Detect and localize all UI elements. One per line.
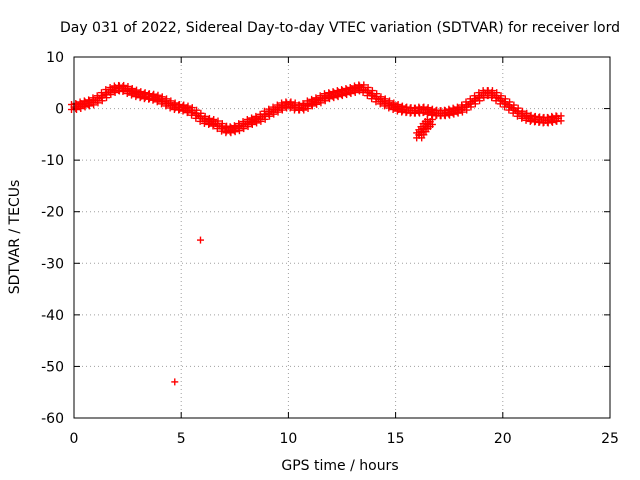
data-point [248, 114, 261, 127]
data-point [522, 111, 535, 124]
data-point [552, 112, 565, 125]
y-tick-label: 10 [46, 50, 64, 66]
data-point [389, 101, 402, 114]
data-point-outlier [196, 236, 204, 244]
x-tick-label: 20 [494, 431, 512, 447]
grid-lines [74, 57, 610, 418]
data-point [76, 98, 89, 111]
x-tick-label: 15 [387, 431, 405, 447]
x-tick-label: 25 [601, 431, 619, 447]
data-point [393, 102, 406, 115]
data-point [445, 105, 458, 118]
x-tick-label: 5 [177, 431, 186, 447]
x-tick-label: 0 [70, 431, 79, 447]
data-point-outlier [171, 378, 179, 386]
data-point [295, 101, 308, 114]
y-axis-label: SDTVAR / TECUs [7, 180, 23, 295]
chart-title: Day 031 of 2022, Sidereal Day-to-day VTE… [60, 20, 620, 36]
y-tick-label: -20 [41, 205, 64, 221]
y-tick-label: -60 [41, 411, 64, 427]
data-point [308, 95, 321, 108]
data-point [423, 115, 436, 128]
y-tick-label: -10 [41, 153, 64, 169]
data-point [132, 88, 145, 101]
y-tick-label: 0 [55, 102, 64, 118]
data-point [303, 97, 316, 110]
data-point [128, 86, 141, 99]
y-tick-label: -40 [41, 308, 64, 324]
data-point [419, 104, 432, 117]
plot-frame [73, 56, 611, 419]
y-tick-label: -30 [41, 256, 64, 272]
y-tick-label: -50 [41, 359, 64, 375]
x-axis-label: GPS time / hours [281, 458, 398, 474]
data-points [68, 81, 565, 386]
axis-ticks: 0 5 10 15 20 25 10 0 -10 -20 -30 -40 -50 -60 [41, 50, 619, 447]
data-point [458, 101, 471, 114]
data-point [115, 81, 128, 94]
x-tick-label: 10 [279, 431, 297, 447]
data-point [329, 88, 342, 101]
data-point [166, 99, 179, 112]
